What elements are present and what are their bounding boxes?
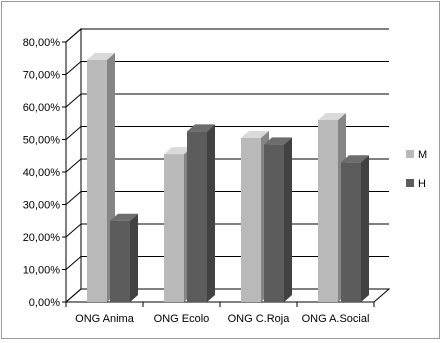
bar-chart: 0,00% 10,00% 20,00% 30,00% 40,00% 50,00% 60,00…	[23, 27, 427, 325]
bar-top	[264, 137, 292, 145]
y-axis-ticks: 0,00% 10,00% 20,00% 30,00% 40,00% 50,00% 60,00…	[23, 37, 66, 309]
gridline	[65, 28, 389, 43]
x-axis-labels: ONG Anima ONG Ecolo ONG C.Roja ONG A.Social	[65, 302, 375, 325]
bar-ong-c-roja-h	[264, 137, 292, 302]
bar-front	[110, 220, 130, 302]
bar-top	[187, 124, 215, 132]
y-tick-label: 10,00%	[23, 265, 61, 277]
legend-swatch	[406, 179, 414, 187]
legend-item-m: M	[406, 149, 427, 161]
bar-top	[341, 155, 369, 163]
gridline	[65, 126, 389, 140]
bar-top	[318, 113, 346, 120]
y-tick-label: 20,00%	[23, 232, 61, 244]
bar-ong-anima-h	[110, 213, 138, 302]
x-tick-label-ong-a-social: ONG A.Social	[302, 313, 370, 325]
bar-front	[187, 131, 207, 302]
bar-front	[341, 162, 361, 302]
y-tick-label: 40,00%	[23, 167, 61, 179]
x-tick-label-ong-ecolo: ONG Ecolo	[154, 313, 210, 325]
y-tick-label: 30,00%	[23, 200, 61, 212]
bar-top	[110, 213, 138, 221]
bar-side	[361, 155, 369, 302]
bar-top	[241, 130, 269, 138]
y-tick-label: 80,00%	[23, 37, 61, 49]
legend: MH	[406, 149, 427, 190]
gridlines	[65, 28, 389, 270]
legend-swatch	[406, 150, 414, 158]
bar-top	[164, 147, 192, 155]
legend-item-h: H	[406, 178, 426, 190]
bar-ong-ecolo-h	[187, 124, 215, 302]
y-tick-label: 60,00%	[23, 102, 61, 114]
bar-side	[130, 213, 138, 302]
gridline	[65, 93, 389, 108]
bar-front	[264, 144, 284, 302]
bars	[87, 52, 369, 302]
legend-label: H	[418, 178, 426, 190]
x-tick-label-ong-anima: ONG Anima	[75, 313, 135, 325]
bar-front	[241, 137, 261, 302]
bar-side	[207, 124, 215, 302]
y-tick-label: 50,00%	[23, 135, 61, 147]
bar-side	[284, 137, 292, 302]
bar-front	[164, 154, 184, 302]
gridline	[65, 61, 389, 75]
y-tick-label: 0,00%	[29, 297, 60, 309]
x-tick-label-ong-c-roja: ONG C.Roja	[228, 313, 291, 325]
bar-front	[318, 120, 338, 302]
bar-top	[87, 52, 115, 60]
bar-front	[87, 59, 107, 302]
y-tick-label: 70,00%	[23, 70, 61, 82]
bar-ong-a-social-h	[341, 155, 369, 302]
legend-label: M	[418, 149, 427, 161]
